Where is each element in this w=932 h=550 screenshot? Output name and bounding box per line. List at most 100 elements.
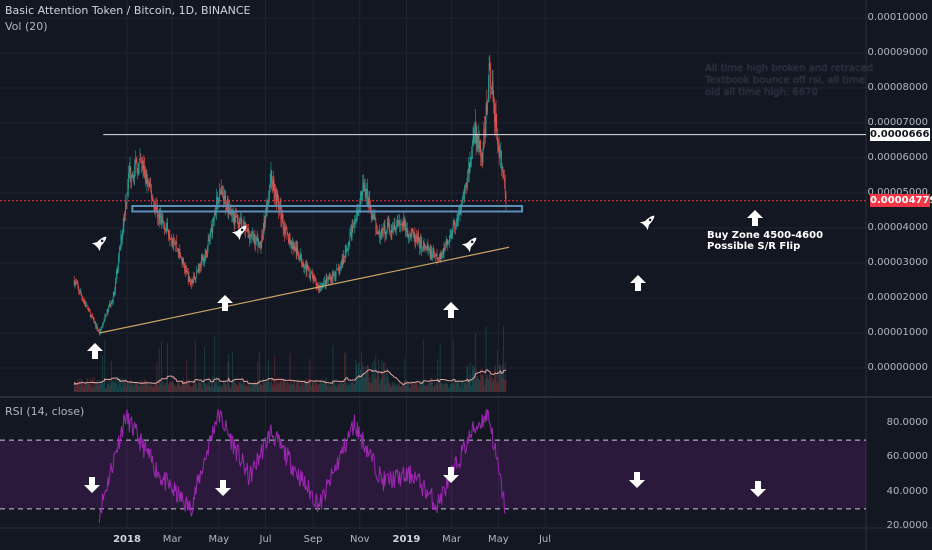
volume-bar (220, 386, 222, 392)
candle-body (248, 228, 250, 235)
candle-body (274, 191, 276, 198)
candle-body (375, 218, 377, 231)
volume-bar (485, 326, 487, 392)
candle-body (385, 233, 387, 236)
candle-body (439, 253, 441, 258)
candle-body (184, 268, 186, 272)
candle-body (133, 176, 135, 178)
volume-bar (219, 385, 220, 392)
candle-body (357, 211, 358, 215)
volume-bar (145, 380, 147, 392)
rocket-body (94, 236, 107, 249)
volume-bar (138, 385, 139, 392)
volume-bar (265, 383, 266, 392)
candle-body (220, 189, 221, 191)
volume-bar (154, 383, 156, 392)
candle-body (125, 202, 126, 215)
volume-bar (450, 384, 452, 392)
volume-bar (369, 381, 371, 392)
rsi-legend[interactable]: RSI (14, close) (5, 405, 85, 418)
main-legend[interactable]: Basic Attention Token / Bitcoin, 1D, BIN… (5, 4, 251, 17)
volume-bar (399, 387, 401, 392)
rocket-body (642, 215, 655, 228)
volume-bar (354, 380, 356, 392)
volume-bar (174, 384, 176, 392)
volume-bar (239, 381, 241, 392)
time-tick-label: 2018 (113, 534, 141, 545)
candle-body (340, 266, 341, 270)
candle-body (343, 255, 345, 265)
candle-body (212, 218, 214, 233)
volume-bar (421, 380, 423, 392)
candle-body (156, 206, 158, 211)
volume-bar (362, 372, 364, 392)
candle-body (159, 213, 161, 218)
volume-bar (496, 382, 498, 392)
candle-body (218, 199, 220, 201)
candle-body (282, 222, 284, 230)
candle-body (113, 292, 115, 296)
candle-body (363, 184, 365, 191)
volume-bar (404, 358, 406, 392)
volume-bar (443, 381, 445, 392)
time-tick-label: Jul (538, 534, 552, 545)
volume-bar (84, 384, 86, 392)
volume-bar (119, 383, 121, 392)
candle-body (181, 258, 183, 264)
candle-body (331, 276, 332, 282)
volume-bar (441, 382, 443, 392)
candle-body (276, 193, 278, 204)
volume-bar (439, 343, 441, 392)
volume-bar (218, 388, 220, 392)
volume-bar (291, 381, 292, 392)
volume-bar (324, 380, 326, 392)
candle-body (157, 210, 158, 217)
candle-body (399, 224, 401, 226)
trendline (99, 246, 510, 334)
volume-bar (150, 384, 152, 392)
volume-bar (223, 380, 224, 392)
volume-bar (396, 386, 398, 392)
rocket-icon (639, 215, 655, 231)
candle-body (380, 235, 381, 239)
volume-bar (162, 386, 164, 392)
volume-bar (432, 380, 433, 392)
candle-body (476, 134, 478, 145)
volume-bar (410, 381, 412, 392)
volume-bars (73, 326, 507, 392)
candle-body (442, 252, 444, 255)
candle-body (322, 283, 324, 287)
volume-bar (252, 384, 254, 392)
volume-bar (373, 360, 375, 392)
volume-bar (398, 383, 400, 392)
volume-bar (124, 381, 126, 392)
volume-legend[interactable]: Vol (20) (5, 20, 48, 33)
volume-bar (281, 379, 283, 392)
volume-bar (310, 382, 312, 392)
candle-body (389, 225, 390, 233)
candle-body (317, 285, 318, 287)
volume-bar (315, 379, 317, 392)
candle-body (337, 268, 338, 270)
volume-bar (249, 382, 250, 392)
candle-body (97, 329, 99, 331)
volume-ma-line (73, 369, 507, 385)
candle-body (112, 299, 113, 303)
candle-body (477, 134, 478, 150)
candle-body (429, 250, 431, 258)
volume-bar (102, 355, 103, 392)
volume-bar (240, 384, 242, 392)
candle-body (101, 326, 103, 329)
candle-body (420, 240, 422, 242)
volume-bar (231, 383, 233, 392)
volume-bar (111, 360, 113, 392)
candle-body (463, 198, 465, 200)
volume-bar (156, 361, 158, 392)
arrow-up-icon (630, 275, 646, 291)
candle-body (418, 236, 420, 239)
volume-bar (472, 370, 474, 392)
rocket-window (470, 240, 474, 244)
candle-body (505, 195, 507, 204)
volume-bar (210, 387, 212, 392)
